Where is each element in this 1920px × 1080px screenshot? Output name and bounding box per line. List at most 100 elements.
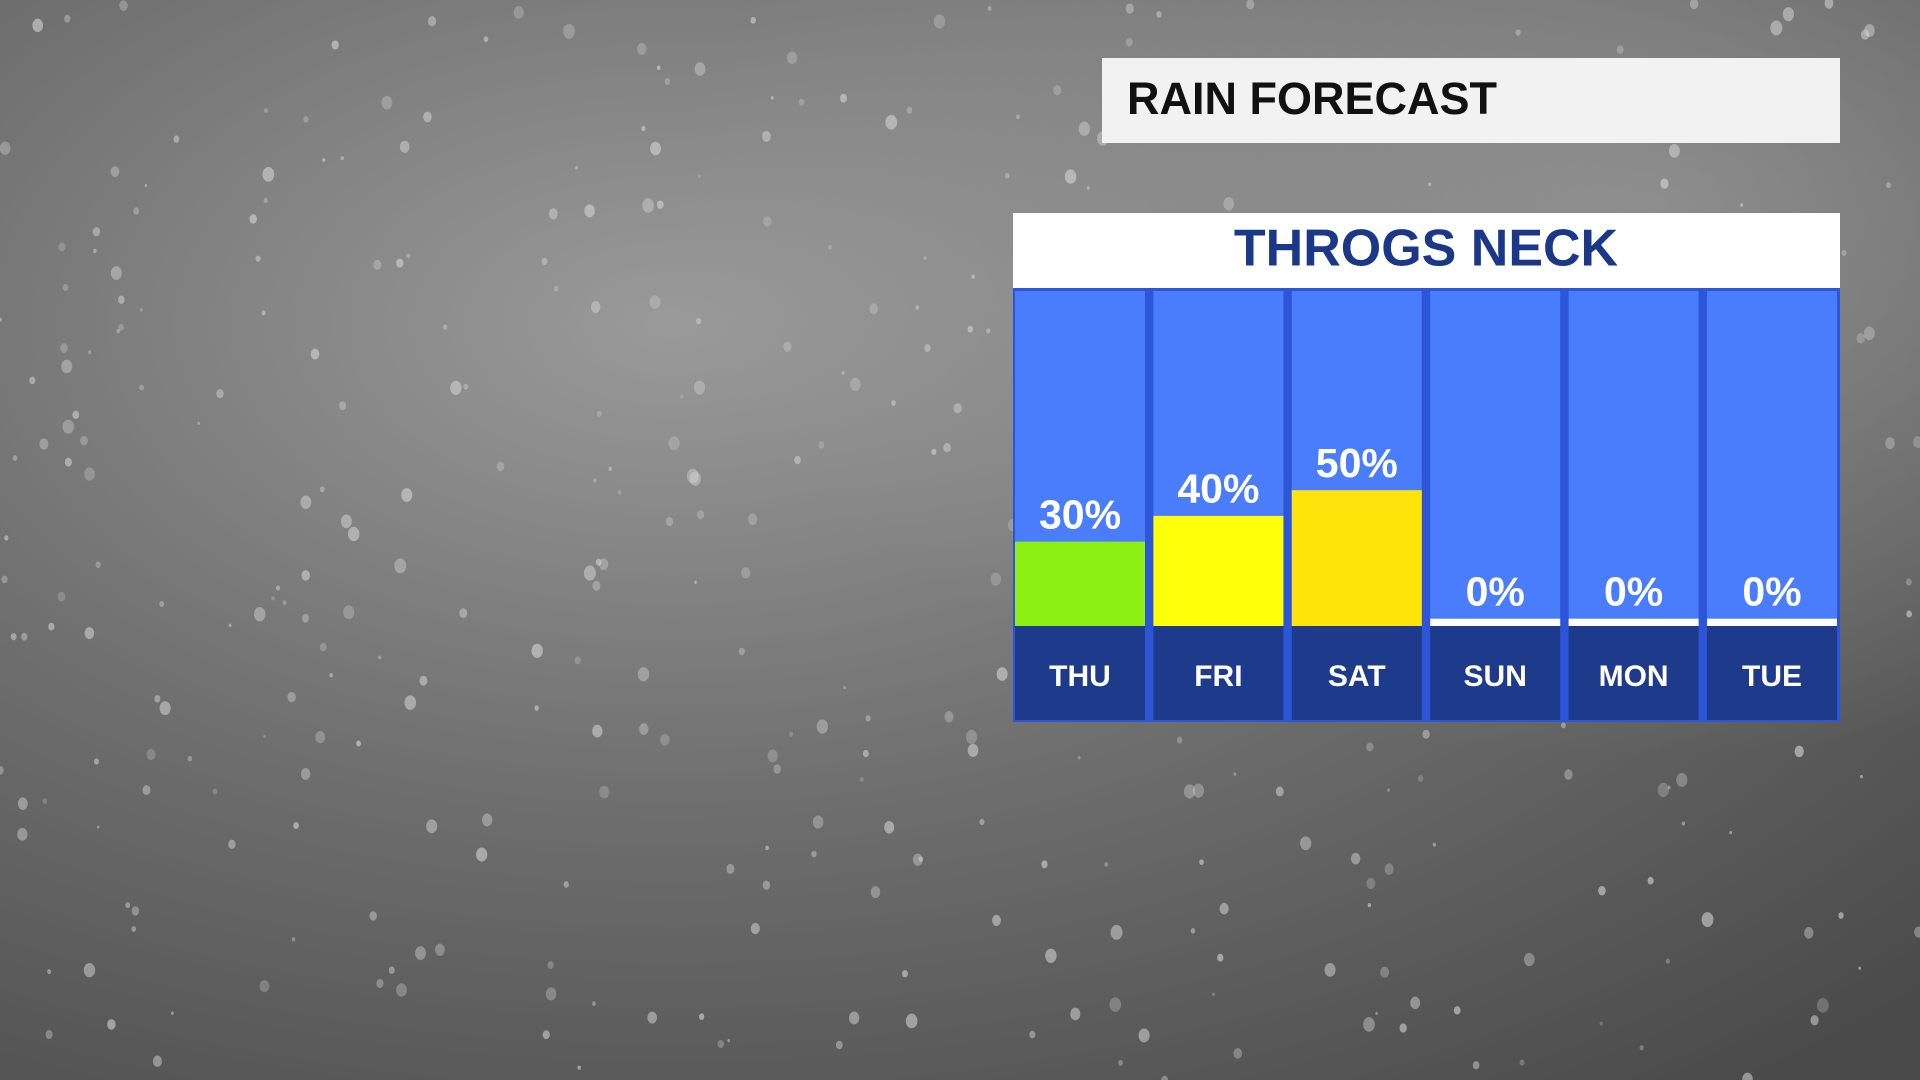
raindrop xyxy=(64,457,72,467)
raindrop xyxy=(64,14,71,23)
raindrop xyxy=(287,691,296,703)
raindrop xyxy=(496,461,505,472)
raindrop xyxy=(1432,842,1436,847)
raindrop xyxy=(859,777,864,782)
raindrop xyxy=(1515,29,1521,36)
raindrop xyxy=(1665,958,1670,964)
value-label: 40% xyxy=(1177,466,1259,512)
raindrop xyxy=(482,813,493,827)
raindrop xyxy=(738,647,745,656)
raindrop xyxy=(1676,772,1688,787)
value-label: 0% xyxy=(1604,569,1663,615)
raindrop xyxy=(1212,992,1215,996)
raindrop xyxy=(789,731,794,737)
raindrop xyxy=(694,62,706,76)
raindrop xyxy=(1350,852,1361,865)
raindrop xyxy=(1156,10,1162,18)
raindrop xyxy=(396,983,407,997)
title: RAIN FORECAST xyxy=(1127,73,1497,124)
raindrop xyxy=(343,605,355,620)
raindrop xyxy=(483,36,489,43)
raindrop xyxy=(923,255,927,260)
raindrop xyxy=(1906,610,1912,618)
raindrop xyxy=(1138,1028,1150,1043)
raindrop xyxy=(841,371,845,375)
raindrop xyxy=(664,77,671,85)
raindrop xyxy=(253,607,266,622)
raindrop xyxy=(21,632,28,641)
raindrop xyxy=(953,403,962,414)
raindrop xyxy=(48,622,55,631)
raindrop xyxy=(750,922,760,935)
raindrop xyxy=(388,966,395,974)
raindrop xyxy=(762,880,771,890)
raindrop xyxy=(1770,20,1783,36)
raindrop xyxy=(369,911,377,921)
raindrop xyxy=(228,839,236,849)
raindrop xyxy=(650,141,661,156)
day-band xyxy=(1291,626,1422,720)
raindrop xyxy=(262,167,275,182)
raindrop xyxy=(476,847,488,862)
raindrop xyxy=(291,937,296,942)
raindrop xyxy=(912,853,923,866)
raindrop xyxy=(641,125,646,132)
bar xyxy=(1707,618,1837,626)
raindrop xyxy=(92,227,101,237)
raindrop xyxy=(84,627,95,640)
raindrop xyxy=(1816,997,1829,1013)
raindrop xyxy=(259,980,270,993)
raindrop xyxy=(843,686,846,690)
raindrop xyxy=(315,731,326,744)
raindrop xyxy=(865,715,871,722)
raindrop xyxy=(275,585,281,591)
raindrop xyxy=(686,468,699,484)
bar xyxy=(1568,618,1699,626)
raindrop xyxy=(924,344,931,353)
raindrop xyxy=(125,902,131,909)
raindrop xyxy=(1078,121,1091,136)
raindrop xyxy=(415,946,426,960)
raindrop xyxy=(884,821,895,834)
raindrop xyxy=(931,448,937,456)
raindrop xyxy=(72,410,80,419)
raindrop xyxy=(62,283,69,292)
raindrop xyxy=(1863,326,1875,341)
raindrop xyxy=(1599,1021,1603,1026)
raindrop xyxy=(419,675,428,686)
raindrop xyxy=(915,305,920,311)
raindrop xyxy=(531,643,543,658)
column-bg xyxy=(1707,291,1837,626)
raindrop xyxy=(152,1055,162,1067)
day-label: SUN xyxy=(1464,660,1527,693)
raindrop xyxy=(1199,859,1204,866)
raindrop xyxy=(639,723,649,735)
raindrop xyxy=(1118,1059,1123,1066)
raindrop xyxy=(39,438,49,450)
raindrop xyxy=(608,466,612,471)
raindrop xyxy=(933,14,946,29)
raindrop xyxy=(850,377,861,392)
raindrop xyxy=(905,1013,918,1029)
raindrop xyxy=(1824,0,1834,9)
day-label: THU xyxy=(1049,660,1111,693)
raindrop xyxy=(668,436,680,451)
raindrop xyxy=(1422,729,1430,739)
raindrop xyxy=(173,135,180,143)
raindrop xyxy=(1086,186,1090,190)
raindrop xyxy=(862,749,869,758)
raindrop xyxy=(249,214,257,224)
raindrop xyxy=(83,962,96,978)
raindrop xyxy=(891,400,896,406)
raindrop xyxy=(1410,996,1421,1010)
raindrop xyxy=(1740,203,1744,207)
raindrop xyxy=(599,785,610,799)
raindrop xyxy=(979,818,985,826)
value-label: 0% xyxy=(1742,569,1801,615)
raindrop xyxy=(762,130,771,142)
raindrop xyxy=(765,845,769,851)
raindrop xyxy=(656,200,664,209)
raindrop xyxy=(1729,831,1733,835)
raindrop xyxy=(339,401,347,411)
raindrop xyxy=(770,96,774,100)
